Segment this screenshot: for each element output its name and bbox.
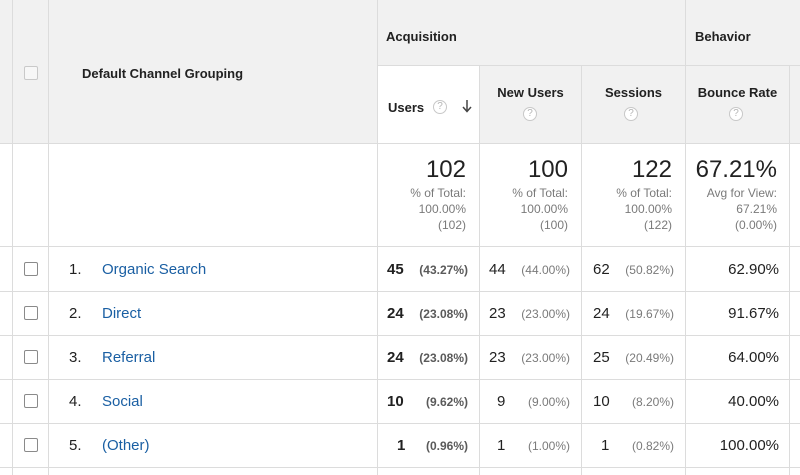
grid-v-users [479, 66, 480, 475]
channel-link[interactable]: Direct [102, 305, 142, 322]
bounce-rate-value: 100.00% [719, 437, 779, 454]
sort-descending-icon[interactable] [462, 99, 472, 113]
total-users-label: % of Total: [410, 186, 466, 200]
row-number: 2. [69, 305, 82, 322]
grid-h-row3 [0, 379, 800, 380]
grid-v-bounce [789, 66, 790, 475]
select-all-checkbox[interactable] [24, 66, 38, 80]
new-users-percent: (23.00%) [521, 351, 570, 365]
new-users-percent: (23.00%) [521, 307, 570, 321]
users-value: 24 [387, 349, 404, 366]
grid-h-row4 [0, 423, 800, 424]
total-bounce-rate-avg: (0.00%) [734, 218, 777, 232]
users-percent: (23.08%) [419, 351, 468, 365]
users-help-icon[interactable]: ? [433, 100, 447, 114]
bounce-rate-value: 91.67% [728, 305, 779, 322]
acquisition-group-header: Acquisition [386, 29, 457, 44]
bounce-rate-value: 62.90% [728, 261, 779, 278]
new-users-value: 1 [497, 437, 506, 454]
new-users-percent: (1.00%) [527, 439, 570, 453]
row-checkbox[interactable] [24, 306, 38, 320]
total-users-count: (102) [437, 218, 466, 232]
new-users-percent: (9.00%) [527, 395, 570, 409]
sessions-value: 62 [593, 261, 610, 278]
grid-h-top-header [377, 65, 800, 66]
total-sessions-value: 122 [631, 156, 672, 183]
grid-v-new-users [581, 66, 582, 475]
sessions-column-header[interactable]: Sessions [604, 85, 663, 100]
row-number: 5. [69, 437, 82, 454]
users-value: 24 [387, 305, 404, 322]
new-users-percent: (44.00%) [521, 263, 570, 277]
total-sessions-count: (122) [643, 218, 672, 232]
new-users-help-icon[interactable]: ? [523, 107, 537, 121]
sessions-value: 10 [593, 393, 610, 410]
total-bounce-rate-percent: 67.21% [736, 202, 777, 216]
total-users-value: 102 [425, 156, 466, 183]
grid-v-checkbox [48, 0, 49, 475]
total-new-users-label: % of Total: [512, 186, 568, 200]
sessions-percent: (50.82%) [625, 263, 674, 277]
channel-link[interactable]: Referral [102, 349, 156, 366]
row-checkbox[interactable] [24, 438, 38, 452]
row-number: 4. [69, 393, 82, 410]
new-users-value: 23 [489, 305, 506, 322]
users-percent: (9.62%) [425, 395, 468, 409]
grid-h-row2 [0, 335, 800, 336]
new-users-value: 9 [497, 393, 506, 410]
users-percent: (43.27%) [419, 263, 468, 277]
total-new-users-count: (100) [539, 218, 568, 232]
users-percent: (0.96%) [425, 439, 468, 453]
grid-h-row1 [0, 291, 800, 292]
grid-v-left [12, 0, 13, 475]
row-number: 1. [69, 261, 82, 278]
bounce-rate-value: 64.00% [728, 349, 779, 366]
bounce-rate-column-header[interactable]: Bounce Rate [697, 85, 778, 100]
grid-v-sessions [685, 0, 686, 475]
row-checkbox[interactable] [24, 394, 38, 408]
grid-h-header-bottom [0, 143, 800, 144]
total-users-percent: 100.00% [418, 202, 466, 216]
bounce-rate-value: 40.00% [728, 393, 779, 410]
users-column-header-background [377, 66, 479, 143]
total-new-users-percent: 100.00% [520, 202, 568, 216]
grid-v-dimension [377, 0, 378, 475]
users-value: 45 [387, 261, 404, 278]
behavior-group-header: Behavior [695, 29, 751, 44]
row-checkbox[interactable] [24, 262, 38, 276]
bounce-rate-help-icon[interactable]: ? [729, 107, 743, 121]
users-column-header[interactable]: Users [388, 100, 425, 115]
sessions-help-icon[interactable]: ? [624, 107, 638, 121]
users-value: 10 [387, 393, 404, 410]
total-sessions-label: % of Total: [616, 186, 672, 200]
sessions-percent: (0.82%) [631, 439, 674, 453]
users-percent: (23.08%) [419, 307, 468, 321]
total-bounce-rate-value: 67.21% [695, 156, 777, 183]
new-users-column-header[interactable]: New Users [497, 85, 564, 100]
channel-link[interactable]: (Other) [102, 437, 150, 454]
sessions-value: 25 [593, 349, 610, 366]
row-number: 3. [69, 349, 82, 366]
sessions-percent: (8.20%) [631, 395, 674, 409]
total-bounce-rate-label: Avg for View: [706, 186, 777, 200]
dimension-column-header[interactable]: Default Channel Grouping [82, 66, 244, 81]
row-checkbox[interactable] [24, 350, 38, 364]
sessions-value: 1 [601, 437, 610, 454]
grid-h-totals-bottom [0, 246, 800, 247]
new-users-value: 44 [489, 261, 506, 278]
sessions-value: 24 [593, 305, 610, 322]
grid-h-row5 [0, 467, 800, 468]
users-value: 1 [397, 437, 406, 454]
total-sessions-percent: 100.00% [624, 202, 672, 216]
channel-link[interactable]: Organic Search [102, 261, 207, 278]
total-new-users-value: 100 [527, 156, 568, 183]
new-users-value: 23 [489, 349, 506, 366]
channel-link[interactable]: Social [102, 393, 143, 410]
sessions-percent: (20.49%) [625, 351, 674, 365]
sessions-percent: (19.67%) [625, 307, 674, 321]
